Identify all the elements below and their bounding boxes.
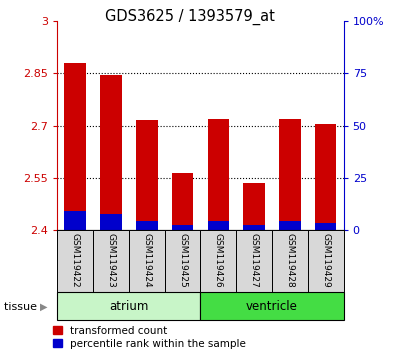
Text: GSM119424: GSM119424 <box>142 233 151 288</box>
Bar <box>136 120 158 230</box>
Bar <box>100 215 122 230</box>
Text: atrium: atrium <box>109 300 149 313</box>
Bar <box>308 230 344 292</box>
Text: GSM119429: GSM119429 <box>321 233 330 288</box>
Bar <box>129 230 165 292</box>
Bar <box>64 63 86 230</box>
Bar <box>64 211 86 230</box>
Bar <box>57 230 93 292</box>
Bar <box>172 173 193 230</box>
Text: GDS3625 / 1393579_at: GDS3625 / 1393579_at <box>105 9 275 25</box>
Bar <box>243 183 265 230</box>
Bar <box>57 292 201 320</box>
Bar <box>208 221 229 230</box>
Bar <box>136 221 158 230</box>
Text: GSM119426: GSM119426 <box>214 233 223 288</box>
Bar <box>315 223 337 230</box>
Text: GSM119422: GSM119422 <box>71 233 80 288</box>
Text: tissue: tissue <box>4 302 40 312</box>
Bar <box>93 230 129 292</box>
Bar <box>279 221 301 230</box>
Bar <box>172 225 193 230</box>
Bar <box>165 230 201 292</box>
Text: GSM119425: GSM119425 <box>178 233 187 288</box>
Bar <box>236 230 272 292</box>
Bar <box>201 292 344 320</box>
Bar <box>100 75 122 230</box>
Bar <box>279 119 301 230</box>
Text: GSM119428: GSM119428 <box>286 233 294 288</box>
Bar <box>315 124 337 230</box>
Text: ventricle: ventricle <box>246 300 298 313</box>
Text: GSM119423: GSM119423 <box>107 233 115 288</box>
Text: GSM119427: GSM119427 <box>250 233 259 288</box>
Bar <box>272 230 308 292</box>
Bar <box>208 119 229 230</box>
Legend: transformed count, percentile rank within the sample: transformed count, percentile rank withi… <box>53 326 246 349</box>
Bar <box>243 225 265 230</box>
Bar <box>201 230 236 292</box>
Text: ▶: ▶ <box>40 302 47 312</box>
